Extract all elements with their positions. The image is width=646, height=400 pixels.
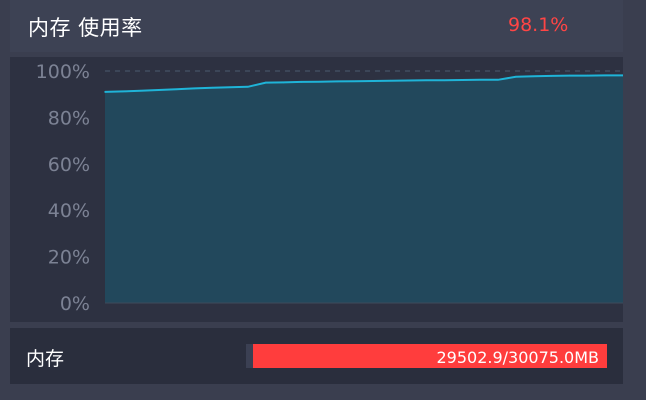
data-point bbox=[211, 86, 213, 89]
data-point bbox=[532, 75, 535, 78]
data-point bbox=[515, 76, 517, 78]
data-point bbox=[104, 91, 106, 93]
data-point bbox=[604, 74, 606, 77]
panel-title: 内存 使用率 bbox=[28, 16, 143, 40]
y-tick-label: 100% bbox=[36, 61, 90, 83]
data-point bbox=[354, 80, 356, 82]
y-tick-label: 20% bbox=[48, 247, 90, 269]
data-point bbox=[586, 74, 589, 77]
series-line bbox=[104, 74, 623, 93]
data-point bbox=[461, 79, 464, 81]
data-point bbox=[300, 81, 303, 83]
y-tick-label: 0% bbox=[60, 293, 90, 315]
data-point bbox=[247, 86, 249, 88]
data-point bbox=[390, 79, 392, 82]
data-point bbox=[157, 89, 160, 91]
data-point bbox=[497, 79, 499, 81]
usage-percent-value: 98.1% bbox=[508, 14, 569, 36]
chart-svg: 0% 20% 40% 60% 80% 100% bbox=[36, 61, 623, 315]
data-point bbox=[479, 79, 481, 81]
data-point bbox=[443, 79, 446, 82]
data-point bbox=[229, 86, 231, 88]
data-point bbox=[122, 90, 124, 93]
data-point bbox=[175, 88, 178, 91]
data-point bbox=[282, 81, 285, 84]
y-tick-label: 40% bbox=[48, 200, 90, 222]
data-point bbox=[568, 74, 571, 77]
memory-bar-panel: 内存 29502.9/30075.0MB bbox=[10, 328, 623, 384]
y-tick-label: 80% bbox=[48, 107, 90, 129]
memory-usage-chart: 0% 20% 40% 60% 80% 100% bbox=[10, 57, 623, 322]
memory-progress-fill bbox=[253, 344, 607, 368]
series-area bbox=[105, 75, 623, 304]
memory-usage-text: 29502.9/30075.0MB bbox=[436, 348, 600, 367]
data-point bbox=[407, 79, 410, 82]
data-point bbox=[139, 89, 142, 92]
data-point bbox=[425, 79, 428, 82]
data-point bbox=[193, 87, 196, 90]
panel-header: 内存 使用率 98.1% bbox=[10, 0, 623, 52]
memory-label: 内存 bbox=[26, 348, 65, 370]
data-point bbox=[550, 75, 553, 77]
data-point bbox=[622, 74, 623, 77]
data-point bbox=[318, 80, 321, 83]
memory-progress-track: 29502.9/30075.0MB bbox=[246, 344, 607, 368]
y-tick-label: 60% bbox=[48, 154, 90, 176]
data-point bbox=[372, 80, 374, 82]
data-point bbox=[265, 81, 267, 84]
data-point bbox=[336, 80, 339, 83]
